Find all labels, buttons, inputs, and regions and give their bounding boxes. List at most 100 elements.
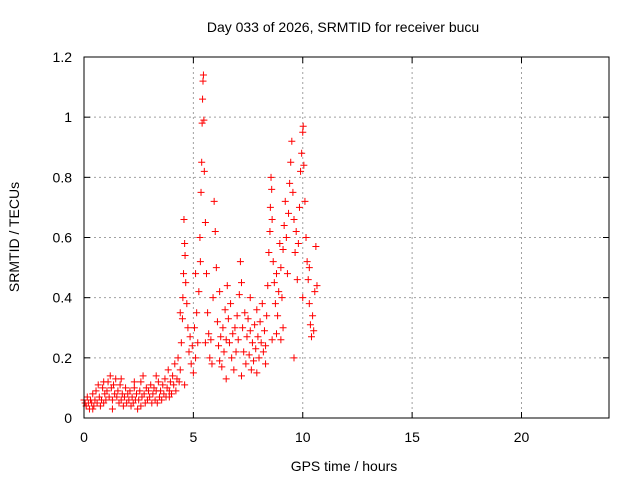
data-point [303, 258, 311, 266]
data-point [181, 381, 189, 389]
data-point [290, 215, 298, 223]
y-tick-label: 0.6 [53, 230, 73, 246]
data-point [232, 348, 240, 356]
data-point [260, 327, 268, 335]
y-tick-label: 1 [64, 109, 72, 125]
data-point [219, 324, 227, 332]
data-point [196, 258, 204, 266]
chart-title: Day 033 of 2026, SRMTID for receiver buc… [207, 19, 479, 35]
y-tick-label: 1.2 [53, 49, 73, 65]
x-axis-label: GPS time / hours [291, 458, 398, 474]
data-point [225, 339, 233, 347]
data-point [285, 209, 293, 217]
data-point [108, 405, 116, 413]
data-point [288, 137, 296, 145]
data-point [266, 227, 274, 235]
data-point [215, 342, 223, 350]
data-point [310, 327, 318, 335]
data-point [277, 264, 285, 272]
data-point [266, 203, 274, 211]
data-point [301, 197, 309, 205]
data-point [90, 402, 98, 410]
data-point [254, 333, 262, 341]
data-point [234, 336, 242, 344]
data-point [103, 387, 111, 395]
data-point [306, 321, 314, 329]
data-point [281, 197, 289, 205]
data-point [304, 276, 312, 284]
data-point [182, 279, 190, 287]
data-point [271, 300, 279, 308]
data-point [297, 167, 305, 175]
data-point [233, 312, 241, 320]
data-point [305, 264, 313, 272]
data-point [134, 405, 142, 413]
data-point [169, 372, 177, 380]
data-points [80, 71, 321, 413]
data-point [130, 378, 138, 386]
y-tick-label: 0.8 [53, 169, 73, 185]
data-point [268, 336, 276, 344]
data-point [299, 294, 307, 302]
data-point [136, 387, 144, 395]
data-point [270, 279, 278, 287]
data-point [200, 167, 208, 175]
data-point [194, 339, 202, 347]
data-point [140, 390, 148, 398]
data-point [255, 354, 263, 362]
data-point [273, 270, 280, 278]
data-point [128, 393, 136, 401]
data-point [228, 354, 236, 362]
data-point [99, 384, 107, 392]
axis-ticks: 0 5 10 15 20 0 0.2 0.4 0.6 0.8 1 1.2 [53, 49, 609, 445]
data-point [161, 375, 169, 383]
data-point [262, 342, 270, 350]
data-point [201, 218, 209, 226]
x-tick-label: 15 [404, 429, 420, 445]
data-point [268, 185, 276, 193]
data-point [220, 348, 228, 356]
data-point [147, 381, 155, 389]
data-point [210, 197, 218, 205]
data-point [251, 321, 259, 329]
data-point [236, 258, 244, 266]
data-point [308, 333, 315, 341]
data-point [92, 387, 100, 395]
data-point [287, 158, 295, 166]
data-point [269, 258, 277, 266]
data-point [152, 372, 160, 380]
y-axis-label: SRMTID / TECUs [6, 182, 22, 292]
data-point [126, 387, 134, 395]
data-point [83, 393, 91, 401]
data-point [133, 390, 140, 398]
data-point [291, 249, 299, 257]
data-point [199, 71, 207, 79]
data-point [177, 339, 185, 347]
data-point [241, 309, 249, 317]
data-point [230, 366, 238, 374]
data-point [108, 396, 116, 404]
data-point [259, 348, 267, 356]
data-point [244, 315, 252, 323]
data-point [200, 116, 208, 124]
data-point [213, 318, 221, 326]
data-point [216, 357, 224, 365]
data-point [302, 234, 310, 241]
data-point [311, 288, 319, 296]
data-point [253, 369, 261, 377]
data-point [176, 309, 184, 317]
data-point [227, 300, 235, 308]
data-point [110, 381, 118, 389]
data-point [224, 315, 232, 323]
data-point [283, 270, 291, 278]
data-point [273, 330, 280, 338]
data-point [196, 234, 204, 241]
data-point [185, 348, 193, 356]
data-point [267, 173, 275, 181]
data-point [294, 240, 302, 248]
data-point [192, 270, 200, 278]
data-point [204, 309, 212, 317]
data-point [170, 381, 178, 389]
data-point [146, 393, 154, 401]
data-point [94, 381, 102, 389]
